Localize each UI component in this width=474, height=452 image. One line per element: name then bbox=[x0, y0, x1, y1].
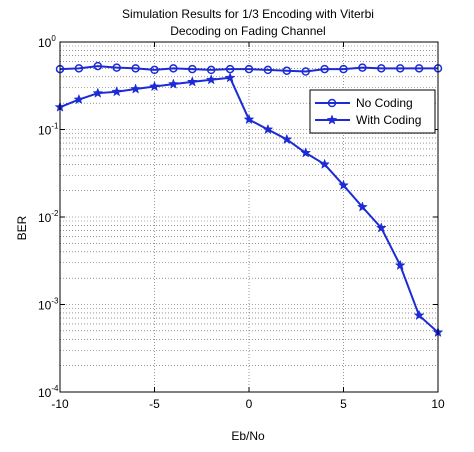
data-point-no-coding bbox=[169, 64, 178, 73]
data-point-with-coding bbox=[167, 78, 179, 89]
data-point-no-coding bbox=[282, 66, 292, 75]
data-point-no-coding bbox=[339, 64, 348, 74]
legend-marker-with-coding bbox=[326, 114, 338, 125]
data-point-with-coding bbox=[413, 309, 425, 321]
legend-marker-no-coding bbox=[327, 98, 337, 108]
data-point-no-coding bbox=[244, 64, 254, 74]
data-point-no-coding bbox=[414, 64, 424, 73]
y-tick-exponent: -2 bbox=[51, 209, 59, 218]
chart-title-line-2: Decoding on Fading Channel bbox=[170, 24, 325, 38]
legend-box bbox=[309, 89, 436, 134]
data-point-no-coding bbox=[93, 61, 103, 71]
legend-label-with-coding: With Coding bbox=[356, 113, 421, 127]
data-point-no-coding bbox=[395, 64, 405, 73]
data-point-no-coding bbox=[188, 64, 197, 74]
data-point-with-coding bbox=[338, 179, 349, 190]
chart-title-line-1: Simulation Results for 1/3 Encoding with… bbox=[122, 7, 374, 21]
series-line-no-coding bbox=[59, 65, 438, 73]
data-point-no-coding bbox=[74, 64, 84, 73]
plot-frame bbox=[59, 41, 439, 393]
data-point-with-coding bbox=[130, 83, 142, 94]
x-tick-label: 10 bbox=[431, 397, 445, 411]
data-point-no-coding bbox=[320, 64, 329, 74]
data-point-with-coding bbox=[149, 80, 160, 92]
data-point-with-coding bbox=[243, 113, 255, 125]
data-point-with-coding bbox=[205, 74, 217, 85]
data-point-with-coding bbox=[281, 133, 293, 145]
data-point-with-coding bbox=[356, 201, 368, 212]
data-point-no-coding bbox=[150, 65, 159, 75]
x-tick-label: -5 bbox=[149, 397, 160, 411]
data-point-with-coding bbox=[319, 158, 331, 169]
x-tick-label: -10 bbox=[51, 397, 69, 411]
data-point-no-coding bbox=[358, 63, 367, 72]
x-axis-label: Eb/No bbox=[231, 429, 265, 443]
y-tick-exponent: 0 bbox=[51, 34, 56, 43]
data-point-with-coding bbox=[224, 72, 236, 83]
y-tick-exponent: -3 bbox=[51, 297, 59, 306]
x-axis-ticks: -10 -5 0 5 10 bbox=[51, 42, 445, 411]
data-point-with-coding bbox=[394, 259, 406, 270]
data-point-no-coding bbox=[263, 65, 273, 75]
data-point-no-coding bbox=[377, 64, 386, 73]
data-point-with-coding bbox=[262, 123, 274, 135]
data-point-with-coding bbox=[186, 76, 198, 87]
data-point-with-coding bbox=[92, 87, 104, 98]
data-point-with-coding bbox=[300, 147, 312, 158]
data-point-with-coding bbox=[111, 86, 123, 97]
legend-label-no-coding: No Coding bbox=[356, 96, 413, 110]
data-point-with-coding bbox=[73, 93, 85, 105]
legend-star-shape bbox=[326, 114, 338, 125]
data-point-no-coding bbox=[301, 67, 310, 76]
data-point-with-coding bbox=[375, 222, 387, 233]
x-tick-label: 5 bbox=[340, 397, 347, 411]
legend: No Coding With Coding bbox=[309, 89, 436, 134]
y-axis-label: BER bbox=[15, 215, 29, 240]
x-tick-label: 0 bbox=[246, 397, 253, 411]
data-point-no-coding bbox=[206, 65, 216, 75]
grid-lines bbox=[59, 42, 439, 392]
data-point-no-coding bbox=[131, 64, 140, 73]
data-point-no-coding bbox=[112, 63, 121, 72]
y-tick-exponent: -1 bbox=[51, 122, 59, 131]
y-tick-exponent: -4 bbox=[51, 384, 59, 393]
